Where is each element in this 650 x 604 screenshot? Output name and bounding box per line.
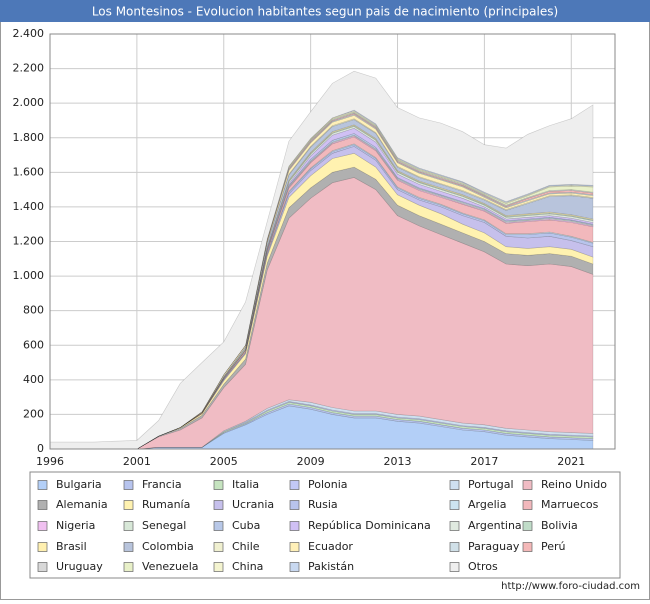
legend-swatch bbox=[123, 500, 134, 510]
source: http://www.foro-ciudad.com bbox=[501, 581, 640, 592]
legend-label: Rusia bbox=[308, 498, 338, 511]
legend-label: Bolivia bbox=[541, 519, 578, 532]
area bbox=[50, 114, 594, 450]
legend-label: República Dominicana bbox=[308, 519, 431, 532]
legend-swatch bbox=[449, 542, 460, 552]
y-tick-label: 200 bbox=[23, 407, 44, 420]
y-tick-label: 2.400 bbox=[13, 27, 45, 40]
legend-label: Italia bbox=[232, 478, 259, 491]
legend-label: Cuba bbox=[232, 519, 260, 532]
x-tick-label: 2021 bbox=[557, 455, 585, 468]
area bbox=[50, 109, 594, 450]
area bbox=[50, 177, 594, 450]
legend-label: Pakistán bbox=[308, 560, 354, 573]
legend-swatch bbox=[449, 562, 460, 572]
legend-swatch bbox=[289, 562, 300, 572]
legend-label: Brasil bbox=[56, 540, 87, 553]
y-tick-label: 2.200 bbox=[13, 62, 45, 75]
legend-label: Marruecos bbox=[541, 498, 599, 511]
legend-label: Perú bbox=[541, 540, 566, 553]
legend-label: Portugal bbox=[468, 478, 514, 491]
legend-label: Polonia bbox=[308, 478, 348, 491]
x-tick-label: 2009 bbox=[297, 455, 325, 468]
y-tick-label: 800 bbox=[23, 304, 44, 317]
x-tick-label: 2001 bbox=[123, 455, 151, 468]
x-tick-label: 2005 bbox=[210, 455, 238, 468]
legend-swatch bbox=[522, 521, 533, 531]
plot-border bbox=[49, 33, 616, 450]
legend-label: Paraguay bbox=[468, 540, 520, 553]
legend-label: Ecuador bbox=[308, 540, 353, 553]
area bbox=[50, 119, 594, 450]
y-tick-label: 1.200 bbox=[13, 235, 45, 248]
area bbox=[49, 70, 594, 450]
legend-label: Argentina bbox=[468, 519, 522, 532]
y-tick-label: 0 bbox=[37, 442, 44, 455]
legend-label: Francia bbox=[142, 478, 182, 491]
area bbox=[50, 114, 594, 450]
legend-swatch bbox=[37, 542, 48, 552]
x-tick-label: 2013 bbox=[384, 455, 412, 468]
legend-swatch bbox=[213, 521, 224, 531]
legend-swatch bbox=[289, 480, 300, 490]
legend-swatch bbox=[123, 562, 134, 572]
title-bar bbox=[0, 0, 650, 22]
legend-swatch bbox=[289, 542, 300, 552]
legend-swatch bbox=[37, 562, 48, 572]
legend-swatch bbox=[522, 480, 533, 490]
area bbox=[50, 111, 594, 450]
legend-label: Uruguay bbox=[56, 560, 103, 573]
y-tick-label: 1.400 bbox=[13, 200, 45, 213]
plot-area bbox=[49, 33, 616, 450]
area bbox=[50, 113, 594, 450]
x-tick-label: 1996 bbox=[36, 455, 64, 468]
y-tick-label: 1.800 bbox=[13, 131, 45, 144]
legend-label: Chile bbox=[232, 540, 260, 553]
area bbox=[50, 112, 594, 450]
legend-swatch bbox=[37, 480, 48, 490]
y-tick-label: 1.000 bbox=[13, 269, 45, 282]
legend-swatch bbox=[213, 500, 224, 510]
legend-swatch bbox=[522, 500, 533, 510]
legend-swatch bbox=[449, 500, 460, 510]
legend-label: Nigeria bbox=[56, 519, 95, 532]
legend-swatch bbox=[123, 521, 134, 531]
legend-swatch bbox=[37, 521, 48, 531]
legend-label: Colombia bbox=[142, 540, 194, 553]
y-tick-label: 2.000 bbox=[13, 96, 45, 109]
legend-swatch bbox=[522, 542, 533, 552]
legend-swatch bbox=[213, 542, 224, 552]
legend-swatch bbox=[213, 480, 224, 490]
legend-swatch bbox=[289, 521, 300, 531]
legend-label: Otros bbox=[468, 560, 498, 573]
legend-swatch bbox=[123, 542, 134, 552]
legend-label: Ucrania bbox=[232, 498, 274, 511]
legend-swatch bbox=[213, 562, 224, 572]
legend-label: China bbox=[232, 560, 263, 573]
area bbox=[50, 118, 594, 450]
legend-swatch bbox=[37, 500, 48, 510]
legend-label: Argelia bbox=[468, 498, 506, 511]
legend-swatch bbox=[123, 480, 134, 490]
legend-label: Rumanía bbox=[142, 498, 190, 511]
legend-swatch bbox=[449, 521, 460, 531]
x-tick-label: 2017 bbox=[470, 455, 498, 468]
area bbox=[50, 110, 594, 450]
legend-label: Alemania bbox=[56, 498, 108, 511]
y-tick-label: 400 bbox=[23, 373, 44, 386]
legend-swatch bbox=[449, 480, 460, 490]
legend-label: Venezuela bbox=[142, 560, 199, 573]
y-tick-label: 1.600 bbox=[13, 165, 45, 178]
legend-swatch bbox=[289, 500, 300, 510]
legend-label: Bulgaria bbox=[56, 478, 102, 491]
legend-label: Reino Unido bbox=[541, 478, 607, 491]
y-tick-label: 600 bbox=[23, 338, 44, 351]
legend-label: Senegal bbox=[142, 519, 186, 532]
chart-title: Los Montesinos - Evolucion habitantes se… bbox=[92, 5, 558, 19]
